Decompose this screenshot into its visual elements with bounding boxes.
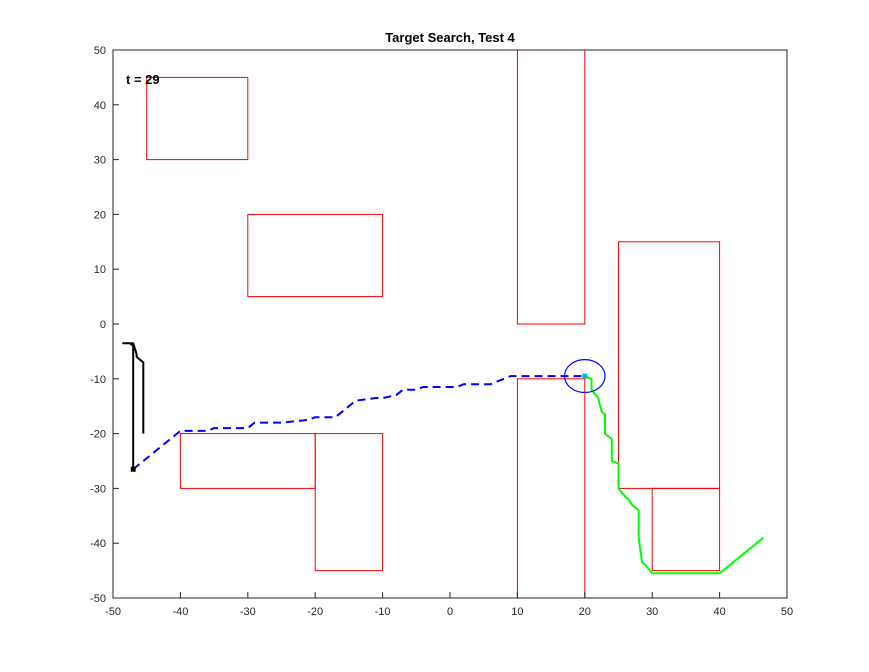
y-tick-label: -20 [90, 429, 106, 441]
y-tick-label: 40 [94, 100, 106, 112]
x-tick-label: -40 [172, 606, 188, 618]
x-tick-label: -20 [307, 606, 323, 618]
markers-group [130, 359, 606, 472]
x-tick-label: -50 [105, 606, 121, 618]
obstacle-rect-2 [247, 213, 384, 298]
x-axis-ticks: -50 -40 -30 -20 -10 0 10 20 30 40 50 [105, 592, 793, 618]
y-tick-label: -10 [90, 374, 106, 386]
obstacle-rect-5 [651, 487, 721, 572]
x-tick-label: -30 [240, 606, 256, 618]
paths-group [122, 342, 765, 575]
y-tick-label: 10 [94, 264, 106, 276]
x-tick-label: 50 [781, 606, 793, 618]
y-tick-label: 0 [100, 319, 106, 331]
x-tick-label: 20 [579, 606, 591, 618]
y-tick-label: 30 [94, 155, 106, 167]
black-path-line [122, 342, 145, 470]
x-tick-label: 40 [713, 606, 725, 618]
chart-title: Target Search, Test 4 [385, 30, 515, 45]
y-tick-label: -30 [90, 483, 106, 495]
plot-area: t = 29 -50 -40 -30 -20 -10 0 10 20 30 40 50 -50 -40… [90, 45, 793, 618]
position-marker-1 [130, 466, 136, 472]
blue-dashed-path-line [132, 375, 585, 470]
obstacle-rect-7 [314, 433, 384, 572]
x-tick-label: 10 [511, 606, 523, 618]
obstacle-rect-1 [146, 76, 249, 161]
y-axis-ticks: -50 -40 -30 -20 -10 0 10 20 30 40 50 [90, 45, 119, 605]
x-tick-label: 0 [447, 606, 453, 618]
y-tick-label: -40 [90, 538, 106, 550]
y-tick-label: -50 [90, 593, 106, 605]
time-annotation: t = 29 [126, 72, 160, 87]
y-tick-label: 20 [94, 209, 106, 221]
green-path-line [584, 375, 765, 575]
axes-background [113, 50, 787, 598]
position-marker-2 [582, 373, 588, 379]
x-tick-label: -10 [375, 606, 391, 618]
x-tick-label: 30 [646, 606, 658, 618]
search-radius-circle [563, 359, 606, 394]
y-tick-label: 50 [94, 45, 106, 57]
